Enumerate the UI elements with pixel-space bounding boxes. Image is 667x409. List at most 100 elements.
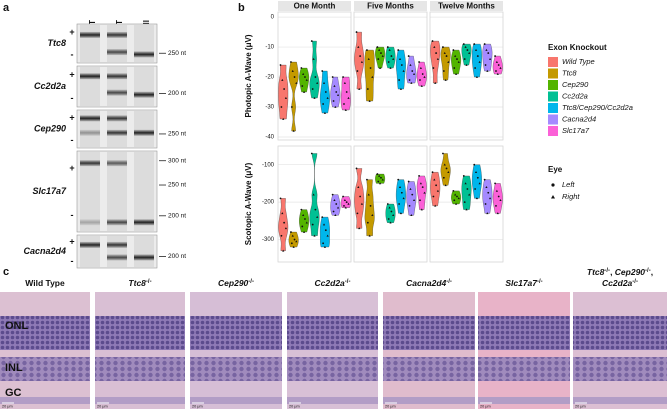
allele-minus: - <box>71 50 74 60</box>
data-point <box>304 218 306 220</box>
data-point <box>321 216 324 218</box>
marker-label: 250 nt <box>168 131 186 138</box>
violin <box>288 61 299 132</box>
data-point <box>399 87 403 90</box>
data-point <box>282 249 285 252</box>
data-point <box>357 45 360 48</box>
data-point <box>332 210 335 213</box>
data-point <box>409 187 412 190</box>
data-point <box>355 167 358 170</box>
title-part: Cacna2d4 <box>406 278 446 288</box>
data-point <box>442 46 444 48</box>
legend-label: Wild Type <box>562 57 595 66</box>
data-point <box>462 175 465 177</box>
gene-label: Cacna2d4 <box>23 246 66 256</box>
data-point <box>331 76 334 78</box>
data-point <box>418 61 420 63</box>
data-point <box>282 117 285 120</box>
tissue <box>573 292 667 409</box>
data-point <box>336 206 340 209</box>
violin <box>354 168 365 229</box>
data-point <box>378 48 381 51</box>
data-point <box>345 91 348 93</box>
data-point <box>432 67 435 69</box>
legend-label: Right <box>562 192 580 201</box>
y-axis-title: Photopic A-Wave (μV) <box>244 34 253 117</box>
data-point <box>419 79 421 81</box>
data-point <box>300 208 303 211</box>
violin <box>385 203 396 223</box>
title-part: Cc2d2a <box>315 278 346 288</box>
data-point <box>356 212 359 215</box>
legend-key <box>548 57 558 67</box>
marker-label: 250 nt <box>168 182 186 189</box>
histology-image: 20 μm <box>190 292 282 409</box>
title-part: -/- <box>537 279 543 285</box>
data-point <box>398 57 402 60</box>
data-point <box>280 234 283 237</box>
data-point <box>407 55 410 57</box>
gcl <box>478 397 570 404</box>
histology-image: 20 μm <box>478 292 570 409</box>
data-point <box>302 72 305 75</box>
data-point <box>400 191 403 194</box>
data-point <box>499 66 502 69</box>
data-point <box>411 193 414 196</box>
violin <box>482 179 493 214</box>
gel-band <box>80 241 100 248</box>
data-point <box>381 178 384 181</box>
data-point <box>283 221 286 224</box>
data-point <box>369 67 372 69</box>
data-point <box>321 70 324 72</box>
data-point <box>335 203 338 205</box>
panel-title: Cep290-/- <box>218 278 254 288</box>
violin <box>354 31 365 90</box>
allele-plus: + <box>69 113 74 123</box>
gel-band <box>134 219 154 226</box>
data-point <box>456 195 458 198</box>
inl-nuclei <box>383 357 475 381</box>
gel-lane <box>134 111 154 147</box>
data-point <box>478 182 481 185</box>
data-point <box>409 63 412 66</box>
facet-strip <box>430 1 503 11</box>
title-part: , <box>610 267 615 277</box>
histology-image: 20 μm <box>287 292 378 409</box>
data-point <box>366 221 369 224</box>
violin <box>278 64 289 120</box>
data-point <box>442 70 445 72</box>
data-point <box>475 75 479 78</box>
facet-title: Five Months <box>367 2 414 11</box>
data-point <box>378 66 382 69</box>
data-point <box>290 106 293 108</box>
data-point <box>412 72 416 75</box>
data-point <box>484 64 487 66</box>
panel-title: Slc17a7-/- <box>505 278 542 288</box>
gcl <box>190 397 282 404</box>
data-point <box>323 111 327 114</box>
data-point <box>464 45 467 48</box>
panel-label: a <box>3 2 10 14</box>
legend-key <box>548 91 558 102</box>
legend-key <box>548 126 558 136</box>
data-point <box>475 197 479 200</box>
data-point <box>487 191 490 194</box>
data-point <box>462 43 465 45</box>
facet-panel <box>277 11 352 141</box>
violin <box>395 179 406 214</box>
title-part: -/- <box>446 279 452 285</box>
allele-plus: + <box>69 237 74 247</box>
violin <box>299 209 310 233</box>
data-point <box>369 204 372 207</box>
data-point <box>302 214 305 217</box>
data-point <box>443 51 446 54</box>
violin <box>395 49 406 90</box>
data-point <box>420 84 423 87</box>
gel-band <box>107 49 127 56</box>
gel-band <box>107 115 127 122</box>
data-point <box>332 100 335 102</box>
inl-nuclei <box>287 357 378 381</box>
allele-minus: - <box>71 135 74 145</box>
data-point <box>313 96 316 99</box>
allele-plus: + <box>69 27 74 37</box>
